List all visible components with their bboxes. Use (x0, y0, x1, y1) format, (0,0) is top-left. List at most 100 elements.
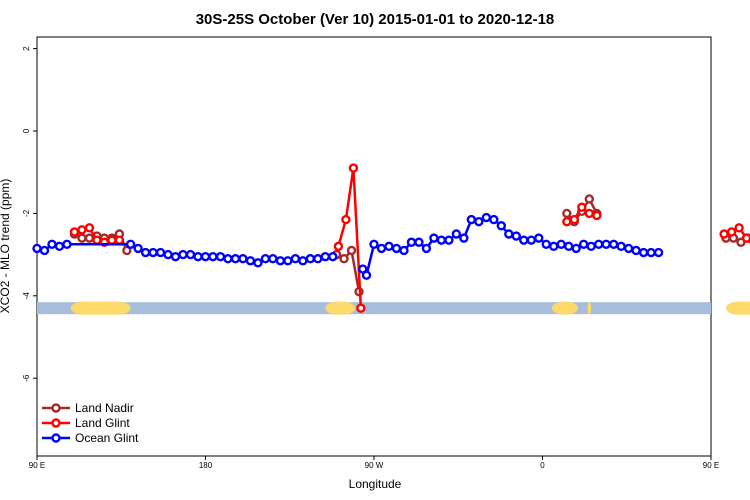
data-point (653, 247, 664, 258)
land-band-1 (325, 301, 356, 315)
data-point (348, 163, 359, 173)
data-point (238, 254, 248, 264)
data-point (62, 239, 72, 250)
data-point (313, 254, 323, 264)
data-point (328, 251, 338, 262)
data-point (47, 239, 57, 250)
legend-label: Land Nadir (75, 401, 134, 415)
land-band-0 (70, 301, 131, 315)
data-point (481, 212, 492, 223)
y-tick-label-1: 0 (22, 128, 31, 133)
data-point (421, 243, 432, 254)
data-point (584, 194, 595, 204)
data-point (77, 225, 87, 235)
data-point (84, 233, 95, 243)
y-tick-label-3: -4 (22, 292, 31, 300)
data-point (474, 216, 484, 227)
data-point (504, 229, 514, 239)
data-point (341, 214, 351, 225)
data-point (155, 247, 166, 258)
data-point (569, 214, 580, 225)
legend-item-2: Ocean Glint (42, 431, 139, 445)
legend-marker (51, 418, 61, 428)
data-point (391, 243, 402, 254)
data-point (601, 239, 611, 250)
data-point (208, 251, 218, 262)
x-tick-label-1: 180 (199, 461, 213, 470)
legend-label: Ocean Glint (75, 431, 139, 445)
legend-label: Land Glint (75, 416, 130, 430)
data-point (268, 254, 278, 264)
data-point (114, 235, 125, 245)
x-axis-label: Longitude (349, 477, 402, 491)
data-point (163, 249, 173, 260)
data-point (578, 239, 589, 250)
x-tick-label-2: 90 W (365, 461, 384, 470)
y-axis: 2 0 -2 -4 -6 (22, 46, 37, 382)
data-point (178, 249, 188, 260)
data-point (646, 247, 656, 258)
data-point (577, 202, 587, 212)
data-point (541, 239, 551, 250)
data-point (346, 245, 357, 256)
legend-item-1: Land Glint (42, 416, 130, 430)
land-ocean-mask (37, 301, 750, 315)
data-point (125, 239, 136, 250)
data-point (140, 247, 151, 258)
data-point (726, 227, 737, 237)
data-point (496, 221, 507, 231)
data-point (356, 303, 366, 313)
data-point (170, 251, 181, 262)
data-point (562, 208, 572, 219)
data-point (511, 231, 521, 241)
data-point (275, 256, 286, 266)
data-point (369, 239, 379, 250)
data-point (32, 243, 42, 254)
x-tick-label-3: 0 (540, 461, 545, 470)
data-point (215, 251, 226, 262)
data-point (54, 241, 65, 252)
data-point (200, 251, 211, 262)
x-tick-label-4: 90 E (703, 461, 719, 470)
data-point (193, 251, 203, 262)
data-point (556, 239, 566, 250)
data-point (429, 233, 439, 243)
data-point (77, 233, 87, 243)
data-point (92, 235, 102, 245)
data-point (406, 237, 417, 247)
legend-marker (51, 433, 61, 443)
legend-marker (51, 403, 61, 413)
y-tick-label-4: -6 (22, 374, 31, 382)
data-point (623, 243, 634, 254)
data-point (616, 241, 626, 252)
data-point (185, 249, 196, 260)
data-point (333, 241, 344, 252)
data-point (526, 235, 536, 245)
data-point (734, 223, 744, 233)
data-point (339, 254, 349, 264)
data-point (564, 241, 574, 252)
data-point (593, 239, 604, 250)
data-point (260, 254, 271, 264)
data-point (223, 254, 233, 264)
data-point (584, 208, 595, 219)
land-band-2 (551, 301, 579, 315)
data-point (741, 233, 750, 243)
ocean-band (37, 302, 711, 315)
data-point (436, 235, 447, 245)
data-point (69, 227, 80, 237)
data-point (719, 229, 729, 239)
data-point (39, 245, 50, 256)
land-band-3 (587, 301, 592, 315)
data-point (549, 241, 559, 252)
data-point (414, 237, 424, 247)
data-point (534, 233, 544, 243)
data-point (571, 243, 581, 254)
y-axis-label: XCO2 - MLO trend (ppm) (0, 179, 12, 314)
data-point (519, 235, 529, 245)
data-point (608, 239, 619, 250)
data-point (290, 254, 301, 264)
chart-title: 30S-25S October (Ver 10) 2015-01-01 to 2… (196, 11, 555, 28)
data-point (84, 223, 95, 233)
data-point (631, 245, 641, 256)
